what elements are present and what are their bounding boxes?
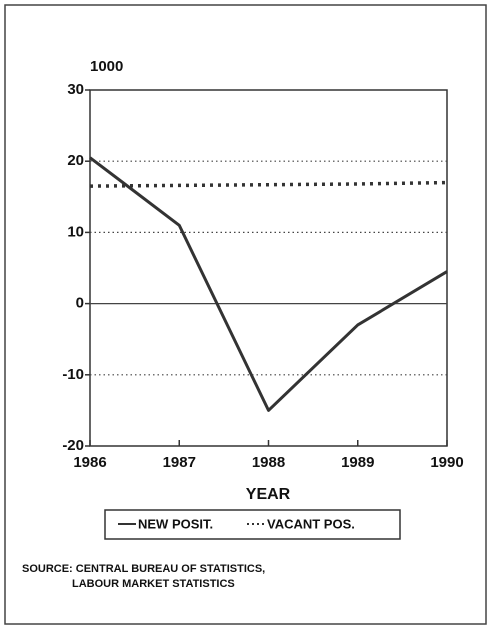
legend-label: NEW POSIT. [138, 516, 213, 531]
x-tick-label: 1987 [163, 454, 196, 471]
plot-frame [89, 89, 448, 447]
legend-label: VACANT POS. [267, 516, 355, 531]
x-tick-label: 1989 [341, 454, 374, 471]
source-line: LABOUR MARKET STATISTICS [72, 578, 235, 590]
outer-frame [4, 4, 487, 625]
y-tick-label: -20 [62, 437, 84, 454]
x-tick-label: 1988 [252, 454, 285, 471]
y-tick-label: 20 [67, 152, 84, 169]
x-axis-label: YEAR [246, 486, 291, 503]
y-tick-label: 10 [67, 223, 84, 240]
y-tick-label: 0 [76, 295, 84, 312]
line-series [89, 156, 448, 412]
line-series [89, 180, 448, 188]
source-line: SOURCE: CENTRAL BUREAU OF STATISTICS, [22, 563, 265, 575]
y-tick-label: -10 [62, 366, 84, 383]
y-unit-label: 1000 [90, 58, 123, 75]
x-tick-label: 1990 [430, 454, 463, 471]
legend-box [104, 509, 401, 540]
x-tick-label: 1986 [73, 454, 106, 471]
y-tick-label: 30 [67, 81, 84, 98]
